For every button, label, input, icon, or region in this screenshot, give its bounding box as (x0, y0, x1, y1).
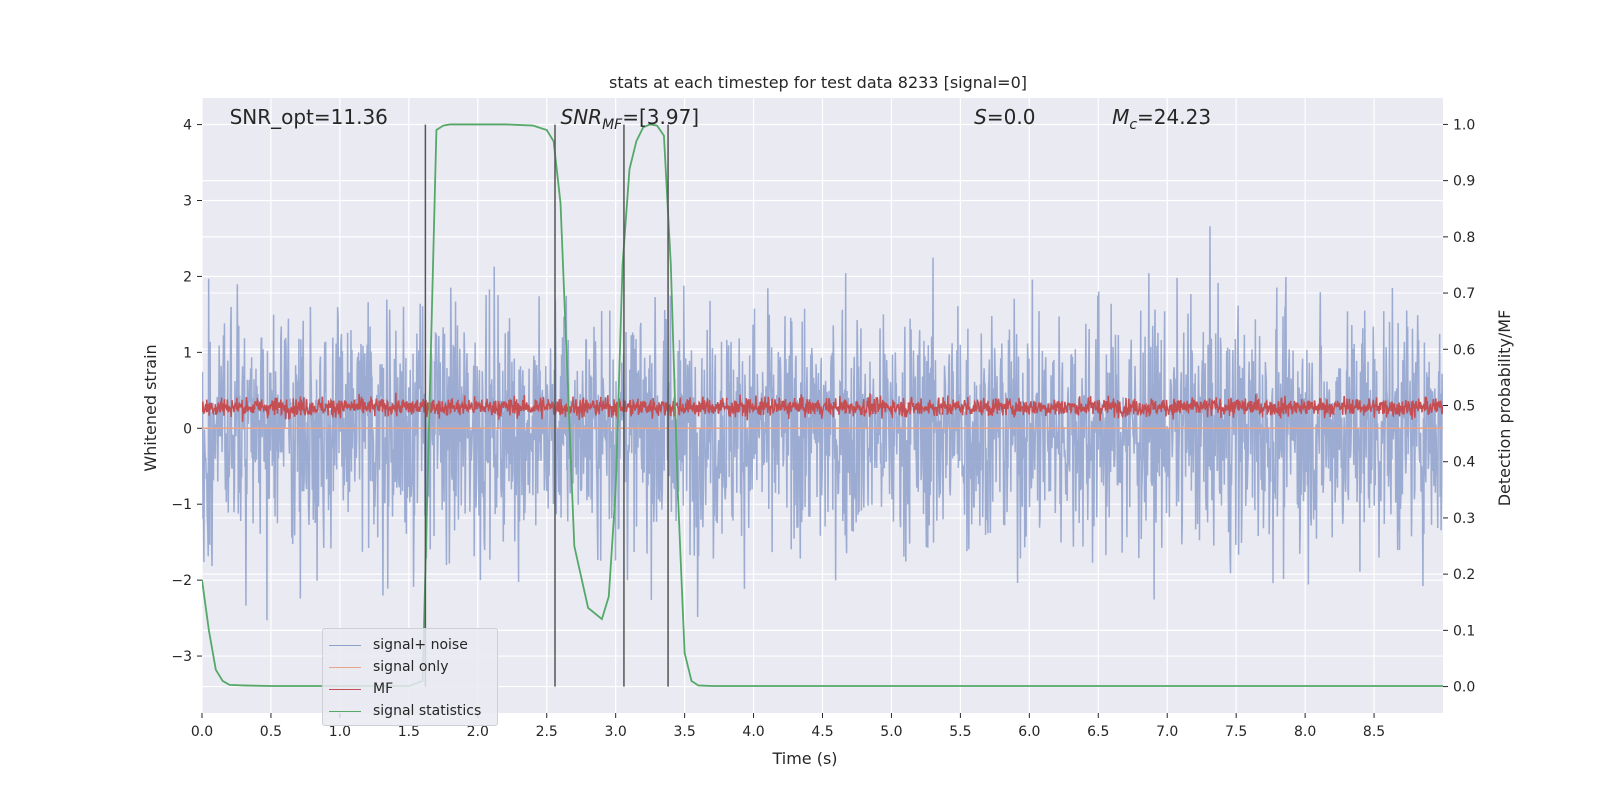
y-tick-label-right: 0.1 (1453, 623, 1475, 639)
legend-item-signal-statistics: signal statistics (329, 701, 481, 721)
legend-swatch (329, 688, 361, 690)
x-axis-label: Time (s) (771, 749, 837, 768)
axes: 0.0 0.5 1.0 1.5 2.0 2.5 3.0 3.5 4.0 4.5 5.0 5.5 6.0 6… (171, 117, 1475, 740)
annotations: SNR_opt=11.36 SNRMF=[3.97] S=0.0 Mc=24.23 (230, 105, 1211, 133)
legend-item-signal-noise: signal+ noise (329, 635, 468, 655)
x-tick-label: 5.0 (880, 724, 902, 740)
y-tick-label-left: 0 (183, 421, 192, 437)
annotation-text: Mc=24.23 (1112, 105, 1211, 133)
x-tick-label: 3.0 (605, 724, 627, 740)
y-tick-label-left: 2 (183, 269, 192, 285)
legend-label: signal statistics (373, 703, 482, 719)
y-tick-label-right: 0.8 (1453, 230, 1475, 246)
x-tick-label: 0.0 (191, 724, 213, 740)
series-signal-noise (202, 226, 1443, 621)
legend-label: signal only (373, 659, 449, 675)
y-tick-label-right: 0.4 (1453, 455, 1475, 471)
x-tick-label: 8.5 (1363, 724, 1385, 740)
x-tick-label: 0.5 (260, 724, 282, 740)
legend-label: MF (373, 681, 394, 697)
x-tick-label: 4.5 (811, 724, 833, 740)
x-tick-label: 4.0 (742, 724, 764, 740)
annotation-text: S=0.0 (974, 105, 1035, 129)
vertical-markers (424, 124, 669, 687)
legend-item-signal-only: signal only (329, 657, 448, 677)
y-tick-label-right: 0.7 (1453, 286, 1475, 302)
x-tick-label: 2.0 (467, 724, 489, 740)
x-tick-label: 7.0 (1156, 724, 1178, 740)
legend-label: signal+ noise (373, 637, 468, 653)
y-tick-label-right: 0.0 (1453, 680, 1475, 696)
legend: signal+ noise signal only MF signal stat… (322, 628, 498, 726)
y-tick-label-right: 1.0 (1453, 117, 1475, 133)
x-tick-label: 7.5 (1225, 724, 1247, 740)
annotation-text: SNRMF=[3.97] (561, 105, 700, 133)
y-axis-label-left: Whitened strain (141, 344, 160, 471)
x-tick-label: 2.5 (536, 724, 558, 740)
legend-swatch (329, 644, 361, 646)
chart-title: stats at each timestep for test data 823… (609, 73, 1027, 92)
x-tick-label: 6.5 (1087, 724, 1109, 740)
y-tick-label-left: −3 (171, 649, 192, 665)
y-axis-label-right: Detection probability/MF (1495, 310, 1514, 507)
y-tick-label-right: 0.6 (1453, 342, 1475, 358)
y-tick-label-left: 4 (183, 118, 192, 134)
y-tick-label-right: 0.9 (1453, 174, 1475, 190)
series-mf (202, 392, 1443, 422)
legend-swatch (329, 710, 361, 712)
y-tick-label-right: 0.5 (1453, 399, 1475, 415)
legend-item-mf: MF (329, 679, 393, 699)
y-tick-label-left: 1 (183, 345, 192, 361)
x-tick-label: 5.5 (949, 724, 971, 740)
annotation-text: SNR_opt=11.36 (230, 105, 388, 129)
x-tick-label: 8.0 (1294, 724, 1316, 740)
x-tick-label: 6.0 (1018, 724, 1040, 740)
x-tick-label: 1.0 (329, 724, 351, 740)
x-tick-label: 1.5 (398, 724, 420, 740)
y-tick-label-right: 0.3 (1453, 511, 1475, 527)
legend-swatch (329, 666, 361, 668)
y-tick-label-left: 3 (183, 194, 192, 210)
y-tick-label-right: 0.2 (1453, 567, 1475, 583)
y-tick-label-left: −1 (171, 497, 192, 513)
y-tick-label-left: −2 (171, 573, 192, 589)
x-tick-label: 3.5 (673, 724, 695, 740)
